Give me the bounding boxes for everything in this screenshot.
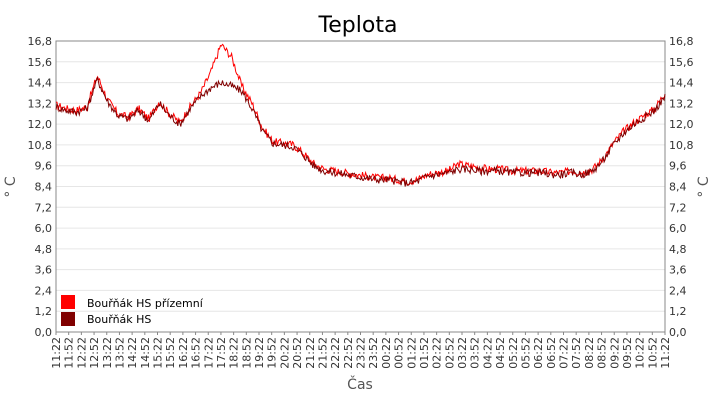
x-tick-label: 00:22 <box>380 337 393 369</box>
x-tick-label: 12:22 <box>75 337 88 369</box>
x-axis-label: Čas <box>347 375 373 393</box>
x-tick-label: 19:22 <box>253 337 266 369</box>
x-tick-label: 11:22 <box>659 337 672 369</box>
x-tick-label: 06:22 <box>532 337 545 369</box>
x-tick-label: 18:22 <box>228 337 241 369</box>
x-tick-label: 08:52 <box>596 337 609 369</box>
x-tick-label: 22:22 <box>329 337 342 369</box>
y-tick-right: 13,2 <box>669 97 694 110</box>
x-tick-label: 13:52 <box>113 337 126 369</box>
x-tick-label: 11:52 <box>63 337 76 369</box>
y-tick-right: 7,2 <box>669 201 687 214</box>
y-tick-left: 4,8 <box>35 243 53 256</box>
x-tick-label: 20:22 <box>278 337 291 369</box>
y-tick-left: 10,8 <box>28 139 53 152</box>
x-tick-label: 02:52 <box>443 337 456 369</box>
x-tick-label: 09:52 <box>621 337 634 369</box>
y-tick-right: 6,0 <box>669 222 687 235</box>
x-tick-label: 00:52 <box>393 337 406 369</box>
x-tick-label: 22:52 <box>342 337 355 369</box>
x-tick-label: 03:22 <box>456 337 469 369</box>
x-tick-label: 09:22 <box>608 337 621 369</box>
series-line-1 <box>55 43 666 187</box>
x-tick-label: 05:52 <box>519 337 532 369</box>
y-tick-left: 2,4 <box>35 284 53 297</box>
y-tick-left: 14,4 <box>28 77 53 90</box>
x-tick-label: 14:22 <box>126 337 139 369</box>
x-tick-label: 23:52 <box>367 337 380 369</box>
y-axis-right: 0,0 1,2 2,4 3,6 4,8 6,0 7,2 8,4 9,6 10,8 12,0 13,2 1… <box>669 35 694 339</box>
y-axis-label-left: ° C <box>3 176 19 197</box>
x-tick-label: 15:52 <box>164 337 177 369</box>
x-axis: 11:22 11:52 12:22 12:52 13:22 13:52 14:22 14:52… <box>50 332 672 369</box>
legend-label-series-2: Bouřňák HS <box>87 313 151 326</box>
chart-title: Teplota <box>318 13 398 38</box>
y-tick-left: 3,6 <box>35 264 53 277</box>
y-tick-left: 15,6 <box>28 56 53 69</box>
x-tick-label: 07:22 <box>558 337 571 369</box>
x-tick-label: 21:22 <box>304 337 317 369</box>
x-tick-label: 15:22 <box>152 337 165 369</box>
y-tick-left: 13,2 <box>28 97 53 110</box>
y-tick-right: 9,6 <box>669 160 687 173</box>
y-tick-right: 12,0 <box>669 118 694 131</box>
legend-label-series-1: Bouřňák HS přízemní <box>87 297 204 310</box>
y-tick-left: 8,4 <box>35 181 53 194</box>
y-tick-right: 2,4 <box>669 284 687 297</box>
y-tick-left: 6,0 <box>35 222 53 235</box>
x-tick-label: 08:22 <box>583 337 596 369</box>
y-tick-left: 7,2 <box>35 201 53 214</box>
legend: Bouřňák HS přízemní Bouřňák HS <box>61 295 204 326</box>
y-tick-right: 10,8 <box>669 139 694 152</box>
x-tick-label: 02:22 <box>431 337 444 369</box>
y-tick-left: 0,0 <box>35 326 53 339</box>
x-tick-label: 04:52 <box>494 337 507 369</box>
x-tick-label: 04:22 <box>481 337 494 369</box>
y-tick-left: 1,2 <box>35 305 53 318</box>
y-tick-right: 14,4 <box>669 77 694 90</box>
y-tick-left: 12,0 <box>28 118 53 131</box>
x-tick-label: 05:22 <box>507 337 520 369</box>
series-layer <box>55 43 666 187</box>
x-tick-label: 12:52 <box>88 337 101 369</box>
y-tick-left: 9,6 <box>35 160 53 173</box>
x-tick-label: 13:22 <box>101 337 114 369</box>
x-tick-label: 03:52 <box>469 337 482 369</box>
x-tick-label: 16:52 <box>190 337 203 369</box>
x-tick-label: 18:52 <box>240 337 253 369</box>
x-tick-label: 14:52 <box>139 337 152 369</box>
x-tick-label: 20:52 <box>291 337 304 369</box>
y-tick-right: 16,8 <box>669 35 694 48</box>
y-axis-left: 0,0 1,2 2,4 3,6 4,8 6,0 7,2 8,4 9,6 10,8 12,0 13,2 1… <box>28 35 53 339</box>
x-tick-label: 21:52 <box>316 337 329 369</box>
y-tick-right: 8,4 <box>669 181 687 194</box>
legend-swatch-series-1 <box>61 295 75 309</box>
y-axis-label-right: ° C <box>696 176 712 197</box>
x-tick-label: 17:22 <box>202 337 215 369</box>
x-tick-label: 10:22 <box>634 337 647 369</box>
y-tick-right: 0,0 <box>669 326 687 339</box>
y-tick-right: 15,6 <box>669 56 694 69</box>
x-tick-label: 06:52 <box>545 337 558 369</box>
x-tick-label: 23:22 <box>355 337 368 369</box>
x-tick-label: 10:52 <box>646 337 659 369</box>
y-tick-right: 3,6 <box>669 264 687 277</box>
x-tick-label: 07:52 <box>570 337 583 369</box>
x-tick-label: 01:22 <box>405 337 418 369</box>
y-tick-right: 1,2 <box>669 305 687 318</box>
x-tick-label: 11:22 <box>50 337 63 369</box>
x-tick-label: 01:52 <box>418 337 431 369</box>
legend-swatch-series-2 <box>61 312 75 326</box>
x-tick-label: 19:52 <box>266 337 279 369</box>
y-tick-left: 16,8 <box>28 35 53 48</box>
x-tick-label: 16:22 <box>177 337 190 369</box>
y-tick-right: 4,8 <box>669 243 687 256</box>
grid <box>56 40 665 333</box>
series-line-2 <box>55 77 666 187</box>
x-tick-label: 17:52 <box>215 337 228 369</box>
